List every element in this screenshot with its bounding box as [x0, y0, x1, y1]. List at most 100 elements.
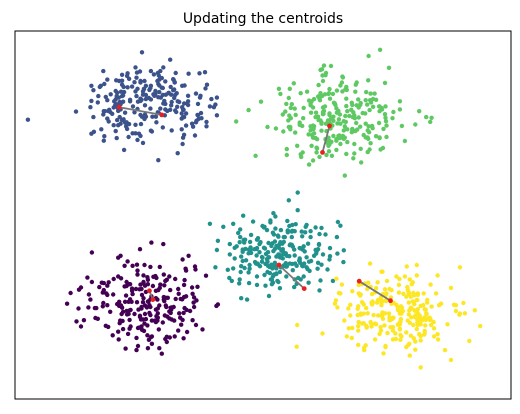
- data-point: [423, 323, 428, 328]
- data-point: [305, 241, 311, 246]
- data-point: [184, 307, 189, 313]
- data-point: [157, 89, 162, 95]
- data-point: [119, 311, 124, 317]
- data-point: [330, 278, 336, 284]
- data-point: [325, 267, 330, 272]
- old-centroid-point: [150, 297, 156, 302]
- data-point: [238, 227, 243, 232]
- data-point: [377, 109, 382, 114]
- data-point: [413, 339, 418, 344]
- data-point: [138, 133, 143, 139]
- data-point: [229, 278, 234, 284]
- data-point: [168, 84, 173, 90]
- data-point: [108, 309, 113, 314]
- data-point: [145, 333, 150, 338]
- data-point: [411, 322, 416, 328]
- data-point: [424, 311, 429, 317]
- data-point: [400, 308, 406, 314]
- data-point: [168, 57, 173, 62]
- data-point: [401, 291, 406, 296]
- data-point: [286, 124, 291, 130]
- data-point: [121, 147, 127, 153]
- data-point: [418, 365, 423, 370]
- data-point: [280, 112, 285, 117]
- data-point: [415, 322, 420, 328]
- data-point: [265, 269, 270, 275]
- data-point: [200, 327, 205, 332]
- data-point: [457, 312, 462, 317]
- data-point: [125, 85, 130, 90]
- data-point: [253, 153, 258, 158]
- data-point: [183, 111, 189, 116]
- data-point: [157, 83, 162, 88]
- data-point: [386, 311, 392, 316]
- data-point: [438, 301, 444, 306]
- data-point: [334, 234, 340, 240]
- data-point: [329, 153, 335, 158]
- data-point: [143, 96, 149, 102]
- data-point: [162, 100, 167, 106]
- data-point: [281, 129, 286, 134]
- data-point: [138, 121, 144, 127]
- data-point: [122, 110, 128, 115]
- data-point: [317, 231, 322, 237]
- data-point: [310, 158, 316, 163]
- data-point: [125, 331, 131, 337]
- data-point: [380, 269, 385, 274]
- data-point: [289, 234, 294, 240]
- data-point: [386, 65, 392, 71]
- points-layer: [25, 47, 483, 370]
- data-point: [163, 278, 168, 284]
- data-point: [263, 251, 269, 257]
- data-point: [86, 292, 92, 297]
- data-point: [295, 143, 300, 148]
- data-point: [351, 110, 356, 115]
- data-point: [191, 295, 197, 300]
- data-point: [139, 50, 145, 55]
- data-point: [266, 293, 272, 299]
- data-point: [413, 347, 418, 352]
- data-point: [111, 105, 116, 110]
- data-point: [368, 141, 373, 146]
- data-point: [254, 282, 260, 288]
- data-point: [254, 274, 260, 279]
- data-point: [278, 240, 283, 245]
- data-point: [159, 351, 164, 356]
- data-point: [169, 317, 174, 322]
- data-point: [404, 330, 409, 335]
- data-point: [345, 127, 350, 132]
- data-point: [333, 102, 338, 108]
- data-point: [163, 107, 168, 112]
- data-point: [231, 221, 236, 226]
- data-point: [269, 243, 274, 249]
- data-point: [101, 300, 106, 306]
- data-point: [209, 96, 214, 102]
- data-point: [160, 125, 165, 130]
- data-point: [120, 326, 126, 332]
- data-point: [183, 123, 189, 128]
- data-point: [292, 284, 297, 290]
- data-point: [173, 108, 178, 113]
- data-point: [411, 300, 416, 305]
- data-point: [264, 227, 270, 233]
- data-point: [327, 257, 332, 262]
- data-point: [370, 126, 375, 131]
- data-point: [402, 274, 408, 279]
- data-point: [238, 269, 243, 275]
- data-point: [347, 113, 352, 119]
- data-point: [462, 311, 468, 316]
- data-point: [348, 302, 353, 307]
- data-point: [379, 303, 384, 308]
- data-point: [181, 282, 187, 288]
- data-point: [358, 100, 363, 106]
- data-point: [355, 127, 360, 132]
- data-point: [269, 282, 275, 287]
- data-point: [215, 302, 221, 307]
- data-point: [407, 353, 412, 358]
- data-point: [368, 100, 374, 105]
- data-point: [360, 300, 365, 305]
- data-point: [334, 147, 339, 153]
- data-point: [394, 274, 399, 279]
- data-point: [314, 146, 320, 151]
- data-point: [364, 305, 369, 311]
